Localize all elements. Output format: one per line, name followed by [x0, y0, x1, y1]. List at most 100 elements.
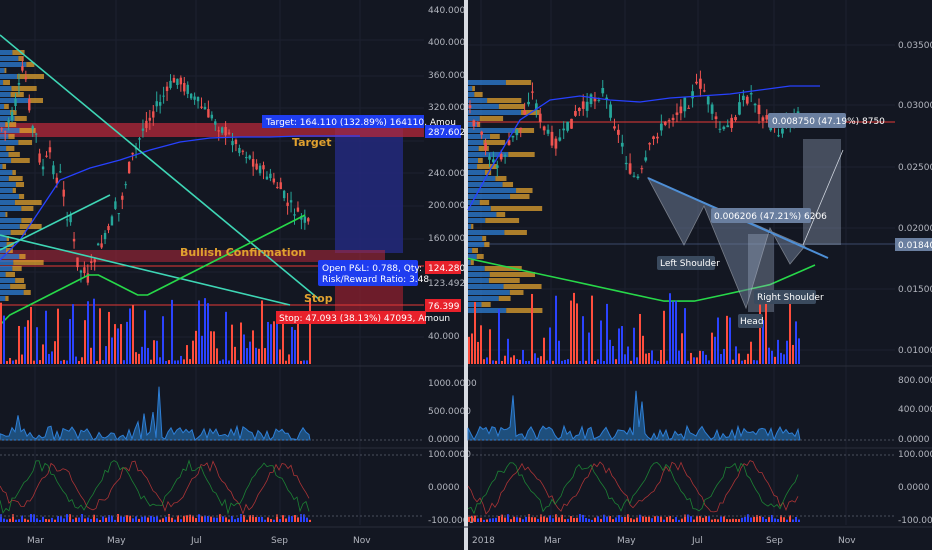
profile-bar-sell [11, 86, 37, 91]
candle-body [495, 165, 499, 168]
osc-bar [705, 516, 707, 522]
volume-bar [39, 360, 41, 364]
volume-bar [3, 315, 5, 364]
candle-body [683, 97, 687, 112]
volume-bar [696, 357, 698, 364]
osc-bar [657, 516, 659, 522]
volume-bar [246, 348, 248, 364]
osc-bar [264, 519, 266, 522]
volume-bar [261, 300, 263, 364]
candle-body [777, 135, 780, 137]
profile-bar-buy [0, 80, 4, 85]
volume-bar [249, 341, 251, 364]
volume-bar [108, 311, 110, 364]
osc-bar [78, 517, 80, 522]
osc-bar [765, 519, 767, 522]
osc-bar [168, 514, 170, 522]
candle-body [138, 138, 141, 140]
volume-bar [72, 304, 74, 364]
osc-bar [36, 518, 38, 522]
left-pane[interactable]: Target: 164.110 (132.89%) 164110, Amou T… [0, 0, 477, 546]
volume-bar [714, 336, 716, 364]
right-price-axis[interactable]: 0.035000 0.030000 0.025000 0.020000 0.01… [895, 41, 932, 356]
profile-bar-sell [477, 122, 481, 127]
osc-bar [186, 515, 188, 522]
profile-bar-buy [0, 170, 13, 175]
left-price-tag-label: 76.399 [428, 302, 460, 312]
volume-bar [510, 357, 512, 364]
right-time-axis[interactable]: 2018 Mar May Jul Sep Nov [472, 536, 856, 546]
volume-bar [27, 320, 29, 364]
volume-bar [132, 305, 134, 364]
osc-bar [0, 514, 2, 522]
right-mid-label: 0.006206 (47.21%) 6206 [714, 212, 827, 222]
osc-bar [273, 519, 275, 522]
volume-bar [630, 360, 632, 364]
osc-bar [207, 515, 209, 522]
osc-bar [129, 515, 131, 522]
right-pane[interactable]: 0.008750 (47.19%) 8750 0.006206 (47.21%)… [467, 0, 932, 546]
candle-body [554, 138, 558, 149]
volume-bar [150, 359, 152, 364]
osc-bar [189, 514, 191, 522]
volume-bar [93, 298, 95, 364]
candle-body [272, 178, 276, 183]
volume-bar [519, 359, 521, 364]
volume-bar [612, 346, 614, 364]
right-moving-average [467, 257, 816, 302]
volume-bar [240, 322, 242, 364]
profile-bar-sell [15, 182, 25, 187]
volume-bar [750, 341, 752, 364]
candle-body [186, 84, 189, 94]
candle-body [207, 109, 210, 118]
volume-bar [90, 347, 92, 364]
candle-body [69, 214, 72, 223]
candle-body [538, 113, 542, 123]
osc-bar [483, 519, 485, 522]
profile-bar-sell [10, 110, 17, 115]
right-target-diagonal [802, 149, 844, 246]
osc-bar [72, 519, 74, 522]
volume-bar [777, 339, 779, 364]
pane-splitter[interactable] [464, 0, 468, 550]
candle-body [103, 233, 107, 240]
left-price-axis[interactable]: 440.000 400.000 360.000 320.000 240.000 … [425, 6, 465, 342]
left-volume-profile [0, 50, 44, 301]
profile-bar-buy [0, 290, 24, 295]
candle-body [507, 140, 511, 146]
volume-bar [78, 360, 80, 364]
candle-body [262, 165, 265, 170]
profile-bar-sell [19, 254, 26, 259]
candle-body [542, 126, 546, 131]
volume-bar [798, 338, 800, 364]
profile-bar-buy [468, 290, 510, 295]
osc-bar [30, 514, 32, 522]
candle-body [706, 96, 710, 105]
osc-bar [162, 518, 164, 522]
volume-bar [720, 354, 722, 364]
left-time-axis[interactable]: Mar May Jul Sep Nov [27, 536, 371, 546]
volume-bar [9, 358, 11, 364]
candle-body [83, 267, 86, 274]
volume-bar [705, 354, 707, 364]
osc-bar [255, 517, 257, 522]
candle-body [531, 91, 534, 93]
volume-bar [51, 351, 53, 364]
osc-bar [759, 515, 761, 522]
osc-bar [786, 519, 788, 522]
osc-bar [486, 519, 488, 522]
osc-bar [237, 517, 239, 522]
profile-bar-sell [11, 158, 30, 163]
head-and-shoulders-pattern [647, 177, 806, 310]
volume-bar [675, 300, 677, 364]
candle-body [652, 136, 655, 140]
volume-bar [615, 359, 617, 364]
volume-bar [597, 359, 599, 364]
volume-bar [0, 302, 2, 364]
volume-bar [468, 336, 470, 364]
candle-body [546, 129, 550, 134]
osc-bar [105, 517, 107, 522]
candle-body [162, 95, 165, 97]
volume-bar [252, 330, 254, 364]
right-vol-osc-tick: 400.0000 [898, 405, 932, 415]
